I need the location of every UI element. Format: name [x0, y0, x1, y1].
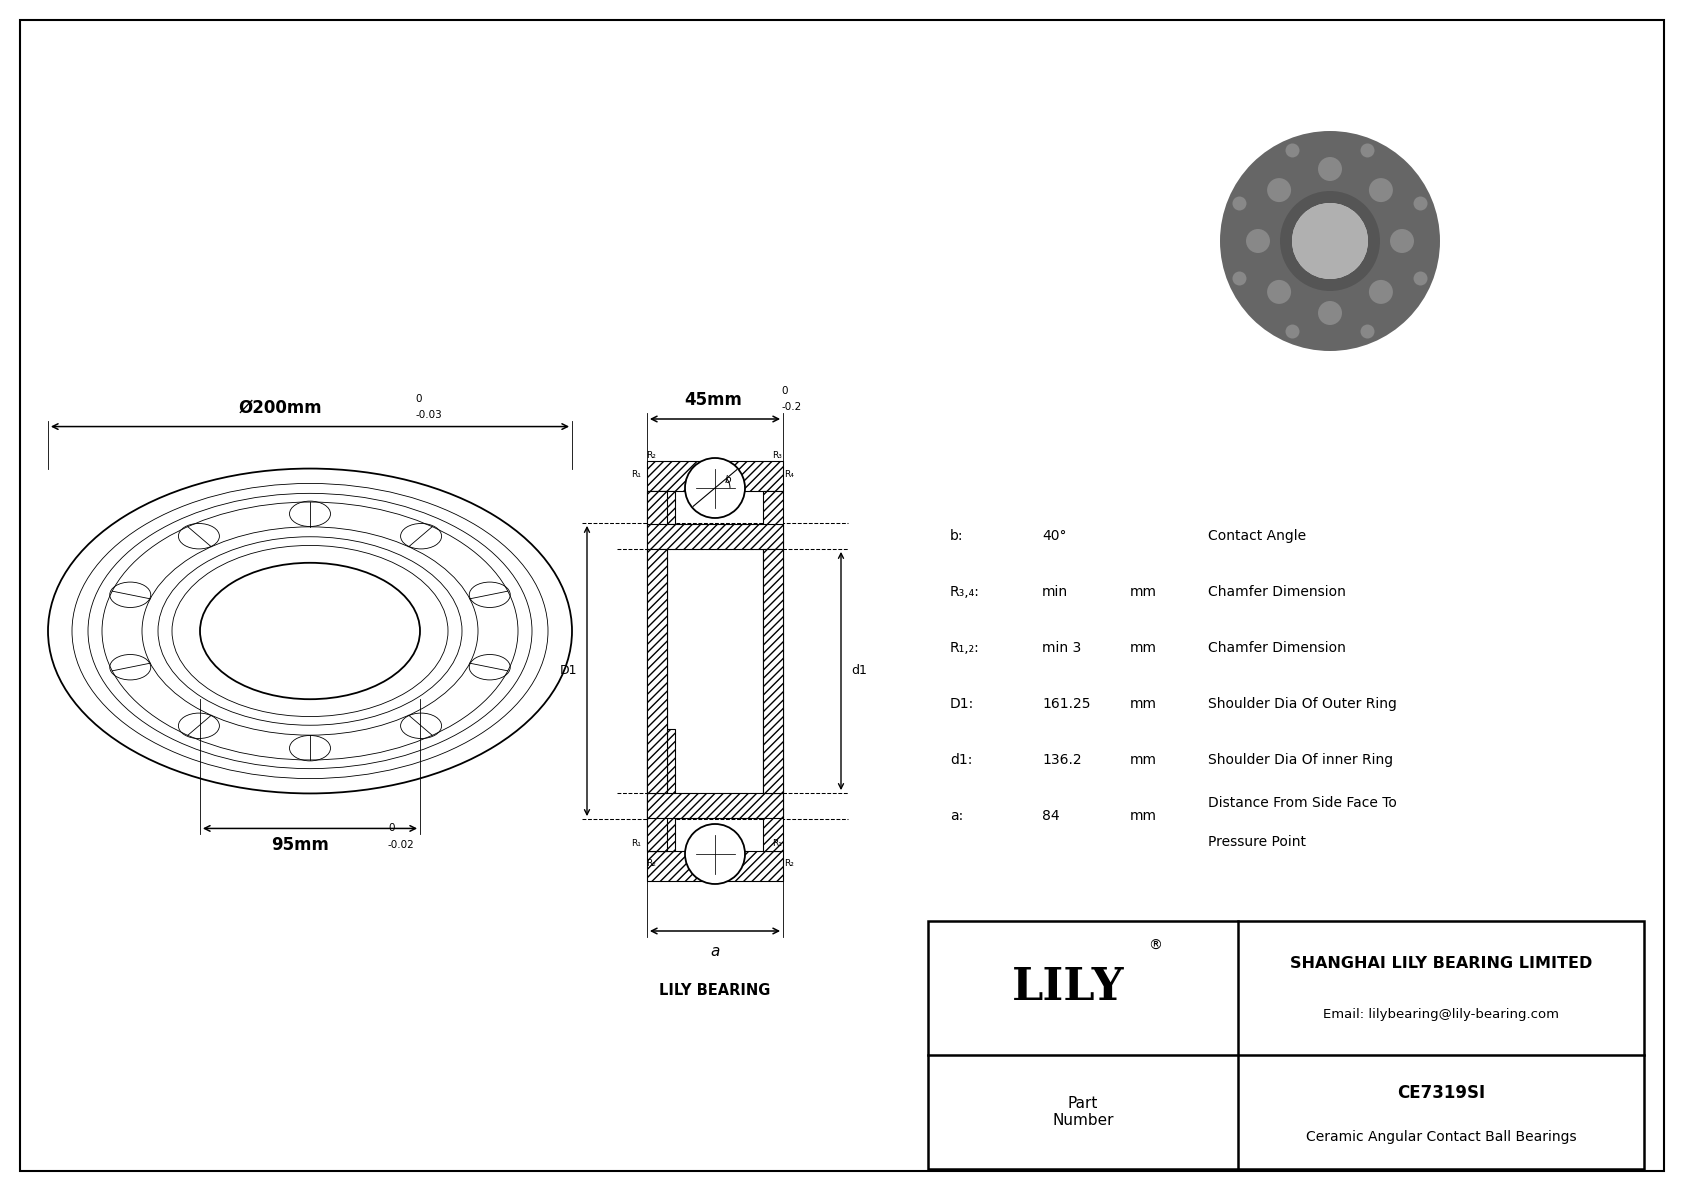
Circle shape	[1266, 179, 1292, 202]
Circle shape	[1233, 197, 1246, 211]
Text: 161.25: 161.25	[1042, 697, 1091, 711]
Text: b: b	[726, 475, 731, 485]
Circle shape	[1361, 324, 1374, 338]
Bar	[647, 524, 783, 549]
Text: D1:: D1:	[950, 697, 975, 711]
Circle shape	[1266, 280, 1292, 304]
Text: Shoulder Dia Of inner Ring: Shoulder Dia Of inner Ring	[1207, 753, 1393, 767]
Bar	[647, 461, 783, 491]
Text: mm: mm	[1130, 753, 1157, 767]
Text: -0.2: -0.2	[781, 403, 802, 412]
Circle shape	[1280, 191, 1379, 291]
Text: 0: 0	[387, 823, 394, 834]
Text: 95mm: 95mm	[271, 836, 328, 854]
Circle shape	[685, 459, 744, 518]
Bar	[647, 852, 783, 881]
Circle shape	[1369, 280, 1393, 304]
Bar	[763, 491, 783, 852]
Text: Email: lilybearing@lily-bearing.com: Email: lilybearing@lily-bearing.com	[1324, 1009, 1559, 1022]
Text: R₃: R₃	[771, 450, 781, 460]
Circle shape	[1219, 131, 1440, 351]
Text: min 3: min 3	[1042, 641, 1081, 655]
Circle shape	[1369, 179, 1393, 202]
Text: CE7319SI: CE7319SI	[1398, 1084, 1485, 1102]
Text: R₂: R₂	[647, 450, 657, 460]
Text: R₁: R₁	[771, 838, 781, 848]
Text: R₄: R₄	[785, 470, 793, 480]
Circle shape	[685, 824, 744, 884]
Circle shape	[1319, 301, 1342, 325]
Text: 40°: 40°	[1042, 529, 1066, 543]
Text: R₃,₄:: R₃,₄:	[950, 585, 980, 599]
Circle shape	[1319, 157, 1342, 181]
Circle shape	[1285, 324, 1300, 338]
Text: 136.2: 136.2	[1042, 753, 1081, 767]
Text: d1: d1	[850, 665, 867, 678]
Text: 84: 84	[1042, 809, 1059, 823]
Text: 45mm: 45mm	[684, 391, 743, 409]
Text: -0.03: -0.03	[414, 410, 441, 419]
Text: Shoulder Dia Of Outer Ring: Shoulder Dia Of Outer Ring	[1207, 697, 1396, 711]
Circle shape	[1389, 229, 1415, 252]
Text: Chamfer Dimension: Chamfer Dimension	[1207, 641, 1346, 655]
Text: mm: mm	[1130, 641, 1157, 655]
Text: Pressure Point: Pressure Point	[1207, 835, 1307, 849]
Text: Part
Number: Part Number	[1052, 1096, 1113, 1128]
Bar	[647, 793, 783, 818]
Text: Chamfer Dimension: Chamfer Dimension	[1207, 585, 1346, 599]
Text: Ceramic Angular Contact Ball Bearings: Ceramic Angular Contact Ball Bearings	[1305, 1130, 1576, 1145]
Text: 0: 0	[781, 386, 788, 395]
Circle shape	[1285, 143, 1300, 157]
Circle shape	[1413, 197, 1428, 211]
Bar	[928, 921, 1644, 1170]
Text: D1: D1	[559, 665, 578, 678]
Text: SHANGHAI LILY BEARING LIMITED: SHANGHAI LILY BEARING LIMITED	[1290, 956, 1591, 972]
Text: R₁: R₁	[632, 470, 642, 480]
Text: ®: ®	[1148, 939, 1162, 953]
Circle shape	[1413, 272, 1428, 286]
Text: mm: mm	[1130, 697, 1157, 711]
Text: a:: a:	[950, 809, 963, 823]
Text: mm: mm	[1130, 809, 1157, 823]
Circle shape	[1246, 229, 1270, 252]
Text: Ø200mm: Ø200mm	[237, 399, 322, 417]
Text: LILY: LILY	[1012, 967, 1125, 1010]
Text: b:: b:	[950, 529, 963, 543]
Text: mm: mm	[1130, 585, 1157, 599]
Text: R₁,₂:: R₁,₂:	[950, 641, 980, 655]
Bar	[647, 491, 675, 524]
Bar	[647, 491, 667, 852]
Circle shape	[1361, 143, 1374, 157]
Circle shape	[1292, 202, 1367, 279]
Text: -0.02: -0.02	[387, 841, 414, 850]
Text: Distance From Side Face To: Distance From Side Face To	[1207, 796, 1396, 810]
Circle shape	[1233, 272, 1246, 286]
Bar	[647, 549, 667, 793]
Bar	[647, 729, 675, 852]
Text: R₂: R₂	[785, 859, 793, 867]
Text: LILY BEARING: LILY BEARING	[660, 983, 771, 998]
Circle shape	[1292, 202, 1367, 279]
Bar	[763, 549, 783, 793]
Text: 0: 0	[414, 393, 421, 404]
Text: Contact Angle: Contact Angle	[1207, 529, 1307, 543]
Text: d1:: d1:	[950, 753, 972, 767]
Text: R₂: R₂	[647, 859, 657, 867]
Text: a: a	[711, 944, 719, 959]
Text: min: min	[1042, 585, 1068, 599]
Text: R₁: R₁	[632, 838, 642, 848]
